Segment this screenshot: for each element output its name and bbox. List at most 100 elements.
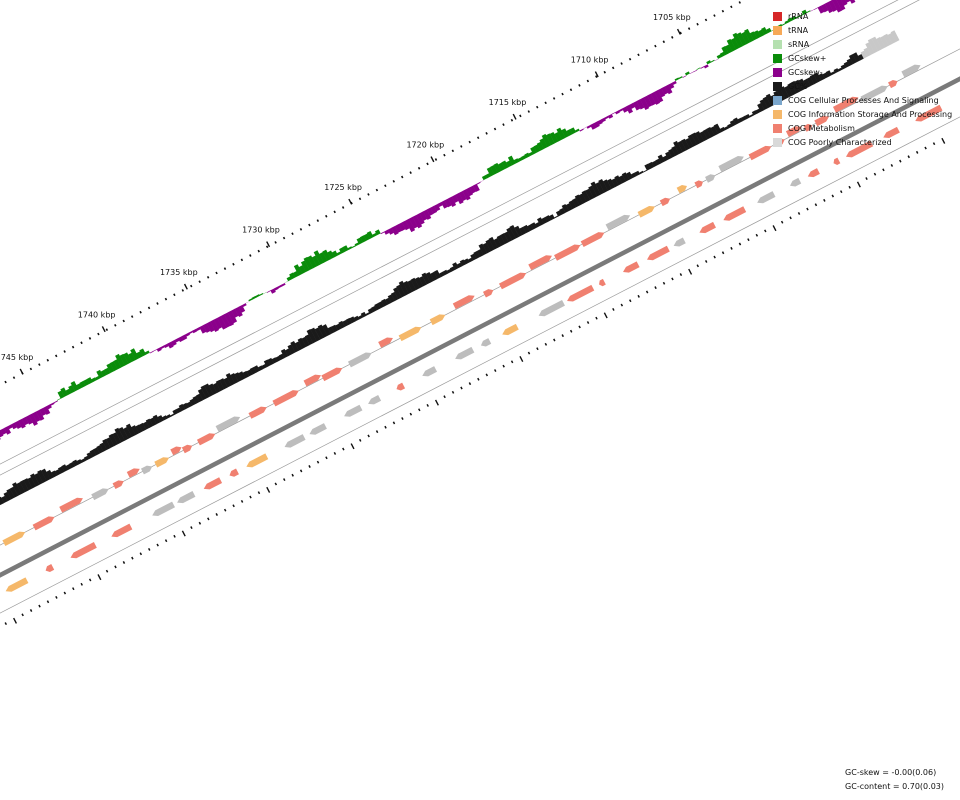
gc-skew-minus-bar [18, 418, 26, 429]
cog-poorly-characterized-gene [718, 156, 744, 172]
inner-tick [72, 587, 75, 591]
gc-skew-plus-bar [536, 141, 545, 151]
gc-content-bar [699, 131, 708, 142]
legend-label: sRNA [788, 39, 810, 49]
gc-content-bar [503, 231, 513, 243]
gc-skew-minus-bar [426, 207, 434, 216]
inner-tick [375, 430, 379, 434]
gc-skew-plus-bar [685, 71, 690, 76]
scale-tick [730, 5, 733, 9]
gc-content-bar [263, 359, 271, 368]
scale-tick [46, 358, 49, 362]
gc-skew-plus-bar [347, 246, 353, 250]
gc-content-bar [639, 170, 644, 175]
gc-content-bar [149, 417, 157, 427]
gc-content-bar [687, 134, 697, 147]
cog-metabolism-gene [70, 542, 97, 559]
inner-tick [105, 569, 109, 573]
inner-tick [316, 460, 320, 464]
gc-skew-minus-bar [625, 104, 633, 114]
legend-label: COG Poorly Characterized [788, 137, 892, 147]
gc-content-bar [390, 291, 399, 302]
legend-item-rrna: rRNA [773, 9, 960, 23]
gc-skew-minus-bar [199, 325, 207, 334]
inner-tick [114, 565, 117, 569]
gc-content-bar [611, 178, 619, 188]
gc-skew-minus-bar [277, 284, 283, 289]
gc-content-bar [414, 277, 424, 289]
inner-tick [595, 316, 598, 320]
gc-content-bar [544, 215, 552, 223]
gc-content-bar [713, 123, 722, 134]
gc-skew-plus-bar [678, 76, 683, 80]
gc-skew-minus-bar [0, 428, 7, 435]
gc-skew-minus-bar [266, 290, 271, 293]
gc-content-bar [418, 276, 427, 287]
gc-content-bar [157, 415, 164, 423]
gc-content-bar [27, 477, 37, 489]
gc-content-bar [818, 73, 825, 81]
gc-skew-plus-bar [757, 29, 765, 37]
gc-content-bar [225, 372, 236, 386]
gc-content-bar [170, 413, 175, 417]
gc-content-bar [123, 427, 132, 439]
cog-metabolism-gene [272, 390, 299, 407]
inner-tick [620, 303, 624, 307]
gc-skew-plus-bar [307, 255, 317, 269]
gc-skew-minus-bar [836, 0, 846, 11]
gc-skew-minus-bar [405, 218, 416, 233]
scale-tick [443, 153, 446, 157]
gc-skew-minus-bar [3, 426, 11, 435]
gc-skew-minus-bar [234, 306, 243, 318]
gc-skew-minus-bar [597, 119, 603, 125]
legend-swatch [773, 95, 782, 105]
gc-content-bar [779, 86, 790, 100]
gc-skew-plus-bar [263, 291, 267, 295]
gc-skew-minus-bar [14, 420, 22, 429]
gc-content-bar [249, 367, 257, 375]
legend-item-gc-percent: GC% [773, 79, 960, 93]
cog-poorly-characterized-gene [455, 346, 475, 360]
gc-skew-minus-bar [195, 327, 201, 332]
scale-tick [265, 245, 269, 249]
gc-skew-minus-bar [845, 0, 851, 3]
gc-skew-minus-bar [476, 181, 481, 185]
cog-information-gene [398, 326, 422, 342]
gc-skew-plus-bar [351, 245, 356, 249]
gc-skew-plus-bar [719, 51, 726, 58]
gc-content-bar [80, 458, 86, 463]
gc-content-bar [643, 169, 648, 173]
cog-poorly-characterized-gene [91, 488, 109, 501]
gc-skew-minus-bar [156, 347, 162, 352]
cog-information-gene [676, 184, 687, 194]
cog-metabolism-gene [203, 477, 223, 490]
gc-content-bar [685, 137, 694, 149]
gc-skew-minus-bar [593, 121, 600, 128]
gc-skew-minus-bar [7, 424, 13, 430]
gc-skew-minus-bar [632, 101, 641, 111]
gc-content-bar [19, 479, 29, 493]
inner-tick [325, 456, 328, 460]
gc-skew-minus-bar [810, 9, 815, 12]
cog-metabolism-gene [845, 140, 874, 158]
legend-swatch [773, 11, 782, 21]
inner-tick [629, 299, 632, 303]
inner-tick [738, 242, 742, 246]
inner-tick [747, 238, 750, 242]
gc-content-bar [430, 271, 438, 281]
gc-skew-minus-bar [657, 88, 666, 98]
gc-skew-minus-bar [451, 194, 459, 203]
gc-content-bar [478, 243, 488, 256]
gc-content-bar [30, 473, 40, 487]
gc-skew-plus-bar [726, 38, 737, 52]
gc-skew-plus-bar [574, 128, 580, 133]
legend-label: tRNA [788, 25, 809, 35]
inner-tick [603, 312, 608, 319]
gc-skew-plus-bar [144, 350, 150, 355]
gc-skew-plus-bar [521, 155, 527, 160]
inner-tick [418, 408, 421, 412]
gc-skew-minus-bar [241, 303, 247, 308]
inner-tick [890, 164, 894, 167]
gc-skew-plus-bar [68, 385, 76, 394]
inner-tick [924, 146, 927, 150]
